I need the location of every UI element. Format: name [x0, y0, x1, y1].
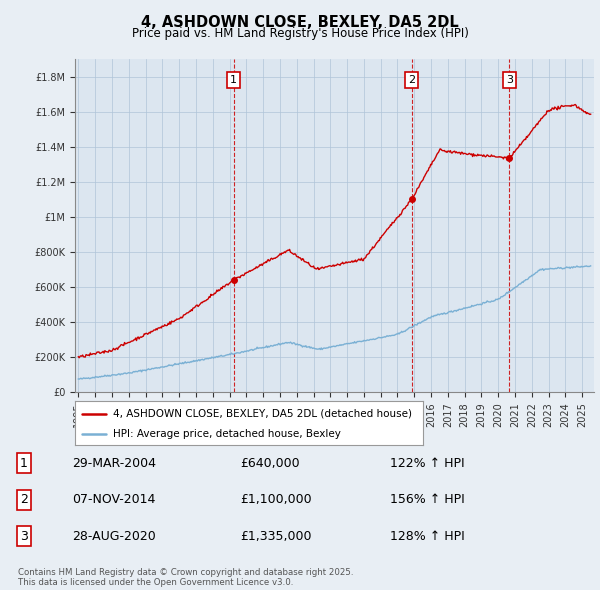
Text: 28-AUG-2020: 28-AUG-2020	[72, 530, 156, 543]
Text: 4, ASHDOWN CLOSE, BEXLEY, DA5 2DL (detached house): 4, ASHDOWN CLOSE, BEXLEY, DA5 2DL (detac…	[113, 409, 412, 418]
Text: 4, ASHDOWN CLOSE, BEXLEY, DA5 2DL: 4, ASHDOWN CLOSE, BEXLEY, DA5 2DL	[141, 15, 459, 30]
Text: £640,000: £640,000	[240, 457, 299, 470]
Text: HPI: Average price, detached house, Bexley: HPI: Average price, detached house, Bexl…	[113, 430, 341, 440]
Text: 156% ↑ HPI: 156% ↑ HPI	[390, 493, 465, 506]
Text: Price paid vs. HM Land Registry's House Price Index (HPI): Price paid vs. HM Land Registry's House …	[131, 27, 469, 40]
Text: 2: 2	[20, 493, 28, 506]
Text: 2: 2	[408, 75, 415, 85]
Text: 1: 1	[230, 75, 237, 85]
Text: £1,335,000: £1,335,000	[240, 530, 311, 543]
Text: 3: 3	[20, 530, 28, 543]
Text: Contains HM Land Registry data © Crown copyright and database right 2025.
This d: Contains HM Land Registry data © Crown c…	[18, 568, 353, 587]
Text: 29-MAR-2004: 29-MAR-2004	[72, 457, 156, 470]
Text: 128% ↑ HPI: 128% ↑ HPI	[390, 530, 465, 543]
Text: £1,100,000: £1,100,000	[240, 493, 311, 506]
Text: 122% ↑ HPI: 122% ↑ HPI	[390, 457, 464, 470]
Text: 1: 1	[20, 457, 28, 470]
Text: 3: 3	[506, 75, 513, 85]
Text: 07-NOV-2014: 07-NOV-2014	[72, 493, 155, 506]
